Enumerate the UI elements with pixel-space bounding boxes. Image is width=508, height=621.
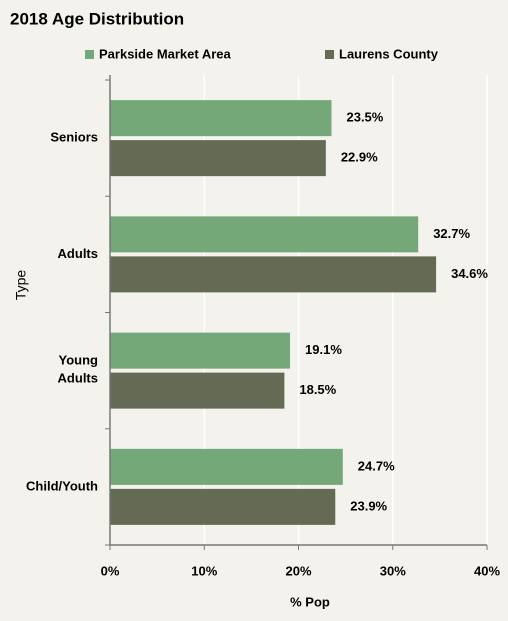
legend-swatch [325,50,334,59]
data-label: 19.1% [305,342,342,357]
data-label: 32.7% [433,226,470,241]
x-tick-label: 40% [474,563,500,578]
bar [110,140,326,177]
bar [110,372,285,409]
data-label: 34.6% [451,266,488,281]
y-tick-label: Child/Youth [26,478,98,493]
y-axis-label: Type [13,270,29,301]
legend-label: Parkside Market Area [99,46,232,61]
data-label: 23.5% [346,110,383,125]
y-tick-label: Adults [58,246,98,261]
x-axis-label: % Pop [290,594,330,609]
y-tick-label: Young Adults [58,353,98,386]
data-label: 24.7% [358,458,395,473]
bar [110,100,332,137]
bar [110,488,336,525]
chart-title: 2018 Age Distribution [10,9,184,28]
x-tick-label: 10% [191,563,217,578]
data-label: 22.9% [341,150,378,165]
y-tick-label: Seniors [50,130,98,145]
bar [110,256,437,293]
x-tick-label: 0% [101,563,120,578]
bar [110,448,343,485]
x-tick-label: 30% [380,563,406,578]
data-label: 18.5% [299,382,336,397]
bar [110,216,419,253]
legend-label: Laurens County [339,46,439,61]
data-label: 23.9% [350,498,387,513]
legend-swatch [85,50,94,59]
bar [110,332,291,369]
x-tick-label: 20% [285,563,311,578]
